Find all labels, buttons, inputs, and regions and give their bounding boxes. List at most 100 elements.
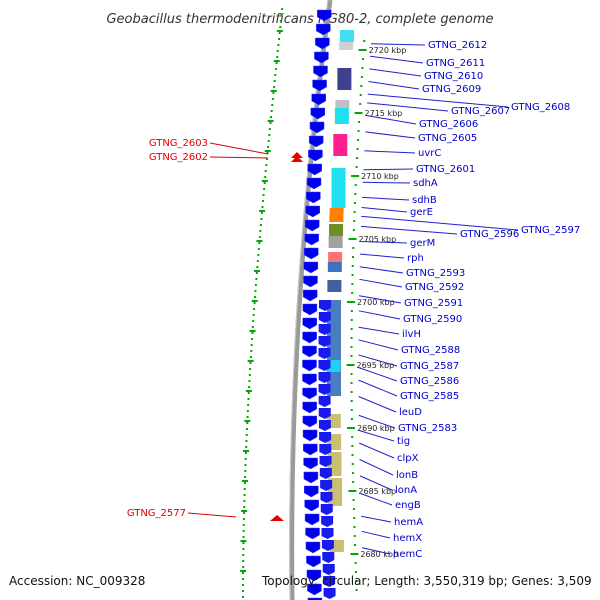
- inner-tick-dot: [350, 319, 353, 321]
- forward-gene-arrow: [304, 513, 320, 526]
- inner-tick-dot: [354, 184, 357, 186]
- tick-dot: [250, 344, 253, 346]
- inner-tick-dot: [350, 346, 353, 348]
- gene-leader-line: [358, 367, 398, 382]
- inner-tick-dot: [351, 283, 354, 285]
- tick-dot: [246, 416, 249, 418]
- forward-gene-arrow: [318, 336, 331, 347]
- tick-dot: [245, 428, 248, 430]
- inner-tick-dot: [350, 418, 353, 420]
- forward-gene-arrow: [303, 275, 318, 288]
- inner-tick-dot: [351, 292, 354, 294]
- forward-gene-arrow: [305, 205, 321, 218]
- tick-major: [241, 510, 248, 512]
- tick-dot: [243, 500, 246, 502]
- tick-dot: [273, 80, 276, 82]
- forward-gene-arrow: [314, 51, 329, 64]
- tick-dot: [244, 464, 247, 466]
- tick-dot: [250, 350, 253, 352]
- feature-block: [337, 68, 352, 90]
- gene-leader-line: [361, 215, 519, 231]
- tick-dot: [278, 32, 281, 34]
- tick-dot: [270, 110, 273, 112]
- gene-label: GTNG_2608: [511, 102, 570, 113]
- tick-major: [244, 420, 251, 422]
- forward-gene-arrow: [319, 300, 331, 311]
- gene-leader-line: [361, 530, 391, 539]
- tick-dot: [254, 284, 257, 286]
- gene-leader-line: [358, 379, 398, 397]
- forward-gene-arrow: [305, 527, 320, 540]
- gene-label: GTNG_2585: [400, 391, 459, 402]
- inner-tick-dot: [353, 220, 356, 222]
- forward-gene-arrow: [306, 191, 321, 204]
- forward-gene-arrow: [319, 468, 332, 479]
- inner-tick-dot: [356, 157, 359, 159]
- forward-gene-arrow: [302, 387, 317, 400]
- forward-gene-arrow: [318, 312, 331, 323]
- tick-dot: [263, 188, 266, 190]
- inner-tick-dot: [350, 373, 353, 375]
- tick-dot: [276, 50, 279, 52]
- scale-tick: [348, 490, 357, 492]
- gene-leader-line: [361, 515, 392, 523]
- tick-dot: [257, 248, 260, 250]
- tick-dot: [258, 236, 261, 238]
- reverse-gene-labels: GTNG_2603 GTNG_2602 GTNG_2577: [127, 138, 269, 519]
- tick-dot: [252, 314, 255, 316]
- forward-gene-arrow: [319, 444, 332, 455]
- tick-dot: [251, 338, 254, 340]
- scale-label: 2680 kbp: [360, 550, 398, 559]
- reverse-gene-arrow: [270, 515, 284, 521]
- forward-gene-arrow: [321, 516, 334, 527]
- gene-label: GTNG_2611: [426, 58, 485, 69]
- gene-leader-line: [358, 310, 401, 320]
- inner-tick-dot: [351, 256, 354, 258]
- tick-major: [245, 390, 252, 392]
- scale-label: 2715 kbp: [365, 109, 403, 118]
- tick-dot: [255, 278, 258, 280]
- tick-major: [241, 480, 248, 482]
- forward-gene-arrow: [302, 289, 318, 302]
- forward-gene-labels: GTNG_2612 GTNG_2611 GTNG_2610 GTNG_2609 GTNG…: [358, 40, 580, 560]
- gene-label: tig: [397, 436, 410, 447]
- tick-dot: [248, 374, 251, 376]
- tick-major: [240, 540, 247, 542]
- tick-dot: [244, 452, 247, 454]
- inner-tick-dot: [350, 400, 353, 402]
- forward-gene-arrow: [302, 429, 318, 442]
- tick-dot: [262, 194, 265, 196]
- tick-dot: [259, 224, 262, 226]
- inner-tick-dot: [350, 328, 353, 330]
- forward-gene-arrow: [318, 372, 331, 383]
- gene-leader-line: [359, 266, 404, 274]
- gene-label: hemA: [394, 517, 423, 528]
- scale-label: 2690 kbp: [357, 424, 395, 433]
- tick-dot: [274, 68, 277, 70]
- forward-gene-arrow: [313, 65, 328, 78]
- inner-tick-dot: [351, 454, 354, 456]
- scale-tick: [350, 553, 359, 555]
- tick-major: [251, 300, 258, 302]
- tick-dot: [271, 98, 274, 100]
- scale-tick: [347, 427, 356, 429]
- forward-gene-arrow: [306, 177, 322, 190]
- tick-dot: [276, 56, 279, 58]
- inner-tick-dot: [353, 517, 356, 519]
- gene-leader-line: [363, 168, 414, 171]
- inner-tick-dot: [354, 544, 357, 546]
- gene-label: GTNG_2605: [418, 133, 477, 144]
- gene-label: clpX: [397, 453, 419, 464]
- tick-major: [240, 570, 247, 572]
- gene-label: GTNG_2587: [400, 361, 459, 372]
- tick-dot: [248, 380, 251, 382]
- gene-label: GTNG_2607: [451, 106, 510, 117]
- gene-label: GTNG_2602: [149, 152, 208, 163]
- forward-gene-arrow: [318, 396, 331, 407]
- scale-tick: [346, 301, 355, 303]
- forward-gene-arrow: [319, 456, 332, 467]
- gene-label: ilvH: [402, 329, 421, 340]
- forward-gene-arrow: [321, 528, 334, 539]
- gene-label: GTNG_2593: [406, 268, 465, 279]
- reverse-gene-arrow: [291, 156, 303, 162]
